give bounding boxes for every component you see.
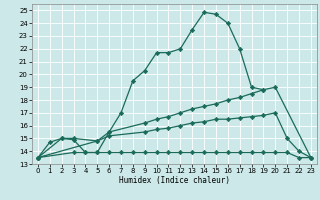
X-axis label: Humidex (Indice chaleur): Humidex (Indice chaleur) [119,176,230,185]
